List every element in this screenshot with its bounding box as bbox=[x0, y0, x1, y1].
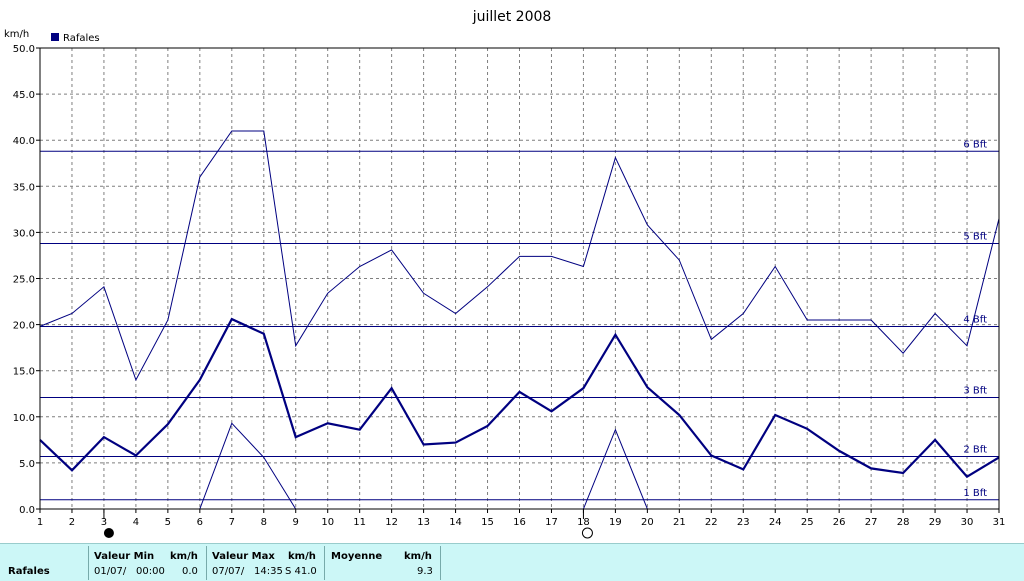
y-tick-label: 5.0 bbox=[19, 459, 35, 470]
series-line-min bbox=[199, 422, 297, 510]
max-header: Valeur Max bbox=[212, 551, 275, 562]
y-tick-label: 35.0 bbox=[13, 182, 35, 193]
x-tick-label: 21 bbox=[673, 517, 686, 528]
x-tick-label: 7 bbox=[229, 517, 235, 528]
divider bbox=[88, 546, 89, 580]
y-tick-label: 40.0 bbox=[13, 136, 35, 147]
statistics-panel: Rafales Valeur Min km/h 01/07/ 00:00 0.0… bbox=[0, 543, 1024, 581]
x-tick-label: 12 bbox=[385, 517, 398, 528]
max-value: S 41.0 bbox=[285, 566, 317, 577]
x-tick-label: 10 bbox=[321, 517, 334, 528]
x-tick-label: 13 bbox=[417, 517, 430, 528]
x-tick-label: 20 bbox=[641, 517, 654, 528]
x-tick-label: 15 bbox=[481, 517, 494, 528]
x-tick-label: 14 bbox=[449, 517, 462, 528]
min-value: 0.0 bbox=[182, 566, 198, 577]
x-tick-label: 26 bbox=[833, 517, 846, 528]
x-tick-label: 31 bbox=[993, 517, 1006, 528]
x-tick-label: 17 bbox=[545, 517, 558, 528]
x-tick-label: 9 bbox=[293, 517, 299, 528]
x-tick-label: 27 bbox=[865, 517, 878, 528]
moon-phase-markers bbox=[103, 509, 593, 539]
avg-unit: km/h bbox=[404, 551, 432, 562]
y-tick-label: 25.0 bbox=[13, 275, 35, 286]
beaufort-label: 2 Bft bbox=[963, 444, 987, 455]
x-tick-label: 16 bbox=[513, 517, 526, 528]
max-unit: km/h bbox=[288, 551, 316, 562]
min-time: 00:00 bbox=[136, 566, 165, 577]
chart-title: juillet 2008 bbox=[472, 9, 552, 25]
x-tick-label: 1 bbox=[37, 517, 43, 528]
series-lines bbox=[39, 130, 1000, 510]
y-tick-label: 20.0 bbox=[13, 321, 35, 332]
min-unit: km/h bbox=[170, 551, 198, 562]
y-axis-unit-label: km/h bbox=[4, 29, 29, 40]
max-date: 07/07/ bbox=[212, 566, 245, 577]
divider bbox=[440, 546, 441, 580]
grid bbox=[39, 47, 1000, 510]
wind-gust-chart: juillet 2008 km/h Rafales 1 Bft 2 Bft 3 Bf… bbox=[4, 9, 1006, 539]
beaufort-label: 1 Bft bbox=[963, 488, 987, 499]
max-time: 14:35 bbox=[254, 566, 283, 577]
y-tick-label: 30.0 bbox=[13, 228, 35, 239]
beaufort-label: 6 Bft bbox=[963, 139, 987, 150]
series-line-mean bbox=[39, 317, 1000, 479]
divider bbox=[206, 546, 207, 580]
beaufort-label: 4 Bft bbox=[963, 314, 987, 325]
min-header: Valeur Min bbox=[94, 551, 155, 562]
legend-label: Rafales bbox=[63, 33, 100, 44]
series-line-min bbox=[582, 428, 648, 510]
beaufort-label: 3 Bft bbox=[963, 385, 987, 396]
x-tick-label: 5 bbox=[165, 517, 171, 528]
x-tick-label: 4 bbox=[133, 517, 139, 528]
x-tick-label: 24 bbox=[769, 517, 782, 528]
x-tick-label: 11 bbox=[353, 517, 366, 528]
avg-value: 9.3 bbox=[417, 566, 433, 577]
y-tick-label: 15.0 bbox=[13, 367, 35, 378]
x-tick-label: 30 bbox=[961, 517, 974, 528]
min-date: 01/07/ bbox=[94, 566, 127, 577]
plot-frame bbox=[39, 47, 1000, 510]
x-tick-label: 22 bbox=[705, 517, 718, 528]
x-tick-label: 6 bbox=[197, 517, 203, 528]
new-moon-icon bbox=[103, 528, 114, 538]
series-line-max bbox=[39, 130, 1000, 382]
legend-swatch bbox=[51, 33, 59, 41]
avg-header: Moyenne bbox=[331, 551, 383, 562]
stats-row-label: Rafales bbox=[8, 566, 50, 577]
beaufort-reference-lines: 1 Bft 2 Bft 3 Bft 4 Bft 5 Bft 6 Bft bbox=[40, 139, 999, 501]
x-tick-label: 8 bbox=[261, 517, 267, 528]
y-tick-label: 50.0 bbox=[13, 44, 35, 55]
x-tick-label: 28 bbox=[897, 517, 910, 528]
x-tick-label: 23 bbox=[737, 517, 750, 528]
y-tick-label: 0.0 bbox=[19, 505, 35, 516]
beaufort-label: 5 Bft bbox=[963, 231, 987, 242]
y-tick-label: 45.0 bbox=[13, 90, 35, 101]
x-tick-label: 29 bbox=[929, 517, 942, 528]
x-tick-label: 19 bbox=[609, 517, 622, 528]
x-tick-label: 3 bbox=[101, 517, 107, 528]
x-tick-label: 18 bbox=[577, 517, 590, 528]
full-moon-icon bbox=[581, 527, 593, 539]
divider bbox=[324, 546, 325, 580]
y-tick-label: 10.0 bbox=[13, 413, 35, 424]
axes: 0.0 5.0 10.0 15.0 20.0 25.0 30.0 35.0 40.0 45.0 50… bbox=[13, 44, 1006, 528]
x-tick-label: 25 bbox=[801, 517, 814, 528]
x-tick-label: 2 bbox=[69, 517, 75, 528]
